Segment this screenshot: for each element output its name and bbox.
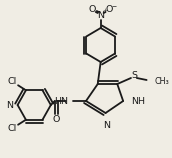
Text: HN: HN	[54, 97, 68, 106]
Text: Cl: Cl	[8, 124, 17, 133]
Text: +: +	[102, 9, 107, 13]
Text: Cl: Cl	[8, 77, 17, 86]
Text: N: N	[97, 10, 104, 19]
Text: N: N	[6, 100, 13, 109]
Text: S: S	[131, 70, 137, 79]
Text: O: O	[52, 115, 59, 125]
Text: O: O	[106, 6, 113, 15]
Text: NH: NH	[131, 97, 145, 106]
Text: −: −	[112, 3, 117, 9]
Text: N: N	[103, 121, 110, 130]
Text: O: O	[88, 6, 96, 15]
Text: CH₃: CH₃	[154, 78, 169, 86]
